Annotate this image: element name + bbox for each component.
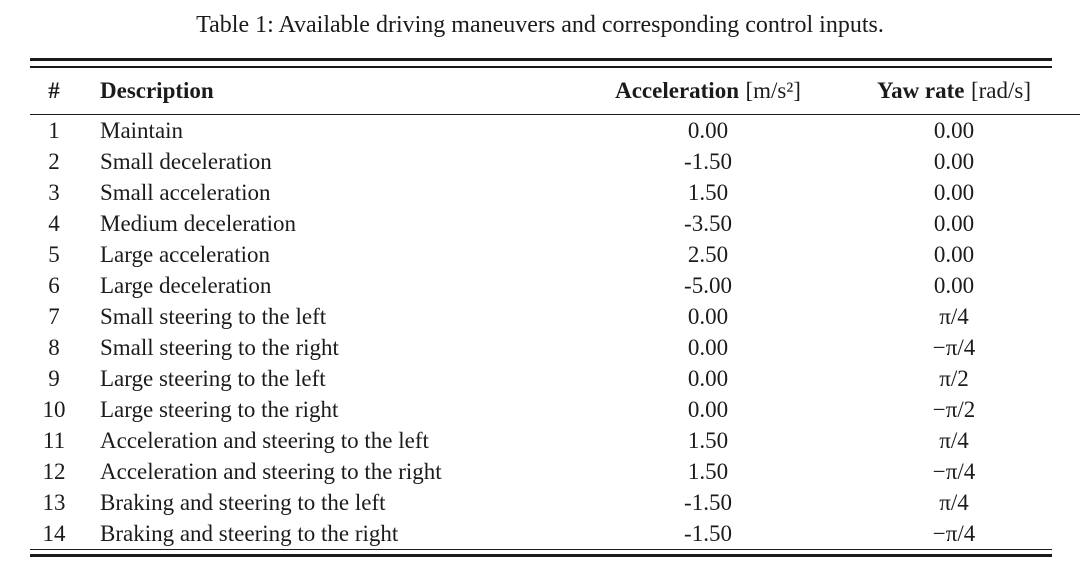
cell-acceleration: 2.50	[687, 241, 729, 267]
column-header-acceleration: Acceleration [m/s²]	[582, 67, 834, 115]
table-row: 5 Large acceleration 2.50 0.00	[30, 239, 1080, 270]
cell-yaw-rate: π/4	[939, 303, 969, 329]
column-header-acceleration-unit: [m/s²]	[745, 77, 801, 103]
cell-description: Medium deceleration	[100, 210, 297, 236]
cell-number: 3	[48, 179, 60, 205]
cell-acceleration: 0.00	[687, 334, 729, 360]
cell-yaw-rate: π/2	[939, 365, 969, 391]
table-row: 1 Maintain 0.00 0.00	[30, 114, 1080, 146]
table-row: 3 Small acceleration 1.50 0.00	[30, 177, 1080, 208]
cell-number: 8	[48, 334, 60, 360]
cell-acceleration: 0.00	[687, 365, 729, 391]
bottom-rule-inner	[30, 548, 1052, 550]
cell-number: 10	[42, 396, 66, 422]
table-row: 9 Large steering to the left 0.00 π/2	[30, 363, 1080, 394]
cell-yaw-rate: 0.00	[933, 241, 975, 267]
column-header-description: Description	[78, 67, 582, 115]
maneuver-table-grid: # Description Acceleration [m/s²] Yaw rat…	[30, 67, 1080, 549]
column-header-number: #	[30, 67, 78, 115]
column-header-number-label: #	[48, 77, 60, 103]
cell-number: 11	[42, 427, 66, 453]
cell-description: Large steering to the right	[100, 396, 339, 422]
cell-number: 5	[48, 241, 60, 267]
cell-yaw-rate: −π/4	[932, 458, 976, 484]
cell-number: 7	[48, 303, 60, 329]
cell-acceleration: 0.00	[687, 303, 729, 329]
bottom-rule-outer	[30, 553, 1052, 557]
cell-description: Acceleration and steering to the left	[100, 427, 429, 453]
column-header-acceleration-label: Acceleration	[615, 77, 739, 103]
top-rule-inner	[30, 66, 1052, 68]
cell-description: Braking and steering to the right	[100, 520, 399, 546]
cell-yaw-rate: −π/2	[932, 396, 976, 422]
table-row: 6 Large deceleration -5.00 0.00	[30, 270, 1080, 301]
top-rule-outer	[30, 58, 1052, 61]
cell-yaw-rate: π/4	[939, 489, 969, 515]
cell-number: 13	[42, 489, 66, 515]
table-row: 12 Acceleration and steering to the righ…	[30, 456, 1080, 487]
cell-acceleration: -5.00	[684, 272, 732, 298]
cell-yaw-rate: 0.00	[933, 272, 975, 298]
cell-number: 6	[48, 272, 60, 298]
table-row: 11 Acceleration and steering to the left…	[30, 425, 1080, 456]
column-header-yaw-rate-label: Yaw rate	[877, 77, 965, 103]
table-row: 2 Small deceleration -1.50 0.00	[30, 146, 1080, 177]
cell-description: Small steering to the left	[100, 303, 327, 329]
column-header-description-label: Description	[100, 77, 214, 103]
cell-acceleration: 1.50	[687, 427, 729, 453]
header-row: # Description Acceleration [m/s²] Yaw rat…	[30, 67, 1080, 115]
table-row: 4 Medium deceleration -3.50 0.00	[30, 208, 1080, 239]
cell-yaw-rate: 0.00	[933, 210, 975, 236]
table-body: 1 Maintain 0.00 0.00 2 Small deceleratio…	[30, 114, 1080, 549]
table-row: 14 Braking and steering to the right -1.…	[30, 518, 1080, 549]
cell-description: Braking and steering to the left	[100, 489, 386, 515]
cell-acceleration: 0.00	[687, 396, 729, 422]
cell-yaw-rate: 0.00	[933, 179, 975, 205]
cell-yaw-rate: −π/4	[932, 520, 976, 546]
cell-number: 9	[48, 365, 60, 391]
cell-number: 4	[48, 210, 60, 236]
cell-acceleration: -1.50	[684, 520, 732, 546]
cell-description: Large acceleration	[100, 241, 271, 267]
cell-description: Small acceleration	[100, 179, 271, 205]
maneuver-table: # Description Acceleration [m/s²] Yaw rat…	[30, 58, 1080, 557]
cell-description: Small deceleration	[100, 148, 272, 174]
cell-yaw-rate: −π/4	[932, 334, 976, 360]
table-row: 10 Large steering to the right 0.00 −π/2	[30, 394, 1080, 425]
cell-description: Maintain	[100, 117, 184, 143]
cell-yaw-rate: π/4	[939, 427, 969, 453]
cell-number: 14	[42, 520, 66, 546]
table-header: # Description Acceleration [m/s²] Yaw rat…	[30, 67, 1080, 115]
cell-yaw-rate: 0.00	[933, 148, 975, 174]
column-header-yaw-rate: Yaw rate [rad/s]	[834, 67, 1080, 115]
cell-number: 12	[42, 458, 66, 484]
column-header-yaw-rate-unit: [rad/s]	[970, 77, 1031, 103]
cell-acceleration: -1.50	[684, 489, 732, 515]
cell-acceleration: -1.50	[684, 148, 732, 174]
cell-description: Large deceleration	[100, 272, 272, 298]
cell-yaw-rate: 0.00	[933, 117, 975, 143]
cell-acceleration: 1.50	[687, 179, 729, 205]
cell-description: Acceleration and steering to the right	[100, 458, 442, 484]
cell-acceleration: -3.50	[684, 210, 732, 236]
table-row: 7 Small steering to the left 0.00 π/4	[30, 301, 1080, 332]
table-caption: Table 1: Available driving maneuvers and…	[196, 12, 884, 38]
cell-description: Large steering to the left	[100, 365, 326, 391]
table-row: 13 Braking and steering to the left -1.5…	[30, 487, 1080, 518]
cell-acceleration: 0.00	[687, 117, 729, 143]
cell-number: 2	[48, 148, 60, 174]
cell-description: Small steering to the right	[100, 334, 339, 360]
cell-acceleration: 1.50	[687, 458, 729, 484]
table-row: 8 Small steering to the right 0.00 −π/4	[30, 332, 1080, 363]
cell-number: 1	[48, 117, 60, 143]
